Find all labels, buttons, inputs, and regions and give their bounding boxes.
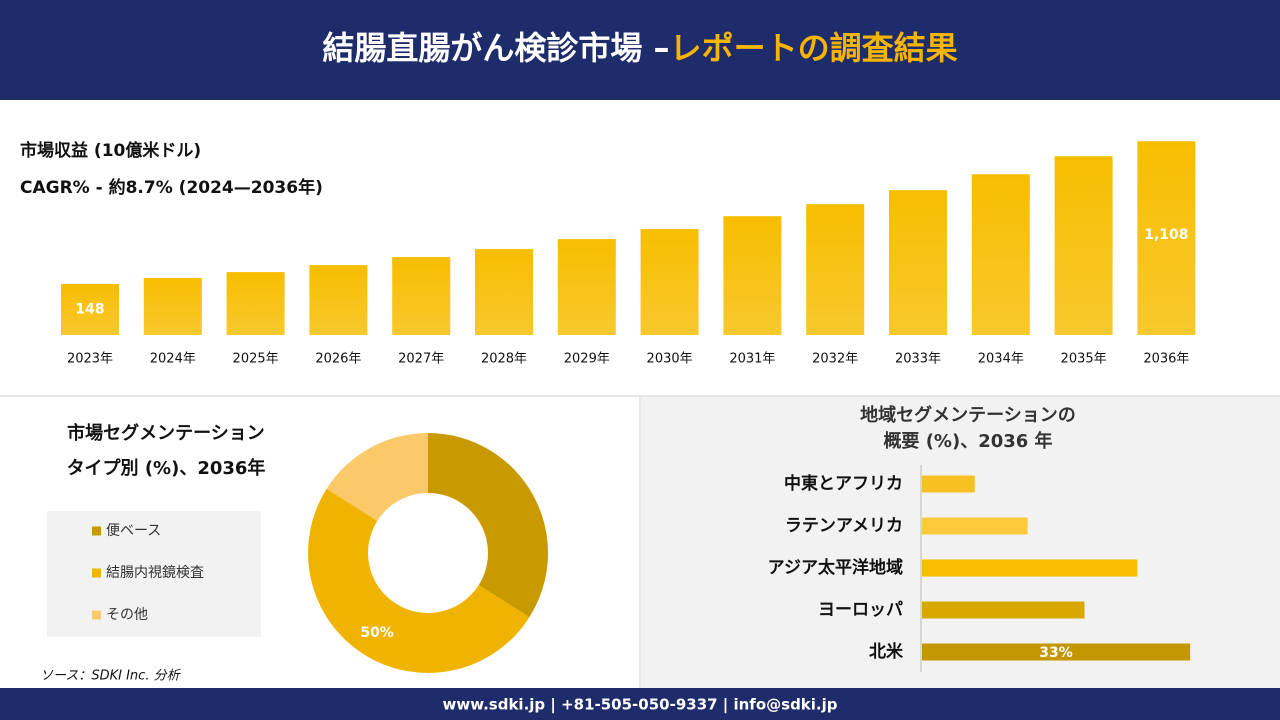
footer-bar [0, 688, 1280, 720]
x-tick-label: 2024年 [150, 352, 196, 367]
bar [61, 283, 119, 335]
data-label: 33% [1039, 645, 1073, 661]
bar [922, 601, 1085, 619]
bar [475, 249, 533, 335]
legend-box [47, 511, 261, 637]
legend-label: 便ベース [106, 523, 161, 539]
x-tick-label: 2035年 [1061, 352, 1107, 367]
x-tick-label: 2031年 [729, 352, 775, 367]
bar [922, 517, 1028, 535]
source: ソース：SDKI Inc. 分析 [40, 669, 182, 684]
bar [723, 216, 782, 335]
x-tick-label: 2036年 [1143, 352, 1189, 367]
footer: www.sdki.jp | +81-505-050-9337 | info@sd… [442, 696, 837, 715]
bar [922, 559, 1138, 577]
data-label: 50% [360, 625, 394, 641]
x-tick-label: 2026年 [315, 352, 361, 367]
bar [806, 204, 865, 335]
page-title: 結腸直腸がん検診市場 –レポートの調査結果 [322, 29, 957, 67]
bar [922, 643, 1191, 661]
chart-title: 市場収益 (10億米ドル) [20, 140, 201, 161]
donut-slice [308, 488, 530, 673]
bar [557, 239, 616, 335]
x-tick-label: 2030年 [647, 352, 693, 367]
x-tick-label: 2032年 [812, 352, 858, 367]
chart-title: 市場セグメンテーション [67, 422, 265, 444]
bar [226, 272, 285, 335]
bar [640, 229, 699, 335]
bar [392, 257, 451, 335]
x-tick-label: 2023年 [67, 352, 113, 367]
y-tick-label: ラテンアメリカ [785, 516, 903, 536]
legend-swatch [92, 526, 101, 536]
x-tick-label: 2033年 [895, 352, 941, 367]
legend-label: 結腸内視鏡検査 [106, 565, 204, 581]
donut-slice [326, 433, 428, 521]
legend-label: その他 [106, 607, 148, 623]
donut-slice [428, 433, 548, 618]
legend-swatch [92, 568, 101, 578]
x-tick-label: 2034年 [978, 352, 1024, 367]
y-tick-label: 北米 [869, 641, 904, 662]
header-bar [0, 0, 1280, 100]
bar [889, 190, 947, 335]
legend-swatch [92, 610, 101, 620]
x-tick-label: 2028年 [481, 352, 527, 367]
bar [1054, 156, 1113, 335]
y-tick-label: アジア太平洋地域 [768, 557, 903, 578]
y-tick-label: 中東とアフリカ [784, 473, 903, 494]
chart-title: タイプ別 (%)、2036年 [67, 457, 266, 479]
x-tick-label: 2029年 [564, 352, 610, 367]
chart-title: 概要 (%)、2036 年 [883, 430, 1052, 452]
bar [143, 278, 202, 335]
chart-title: 地域セグメンテーションの [860, 404, 1076, 426]
bar [1137, 141, 1196, 335]
y-tick-label: ヨーロッパ [818, 600, 903, 620]
bar [309, 265, 368, 335]
x-tick-label: 2027年 [398, 352, 444, 367]
x-tick-label: 2025年 [233, 352, 279, 367]
chart-subtitle: CAGR% - 約8.7% (2024—2036年) [20, 177, 323, 198]
data-label: 1,108 [1144, 227, 1188, 243]
title-accent: レポートの調査結果 [670, 29, 958, 67]
right-panel [641, 397, 1280, 688]
bar [971, 174, 1030, 335]
bar [922, 475, 975, 493]
data-label: 148 [75, 301, 104, 317]
title-main: 結腸直腸がん検診市場 – [322, 29, 669, 67]
